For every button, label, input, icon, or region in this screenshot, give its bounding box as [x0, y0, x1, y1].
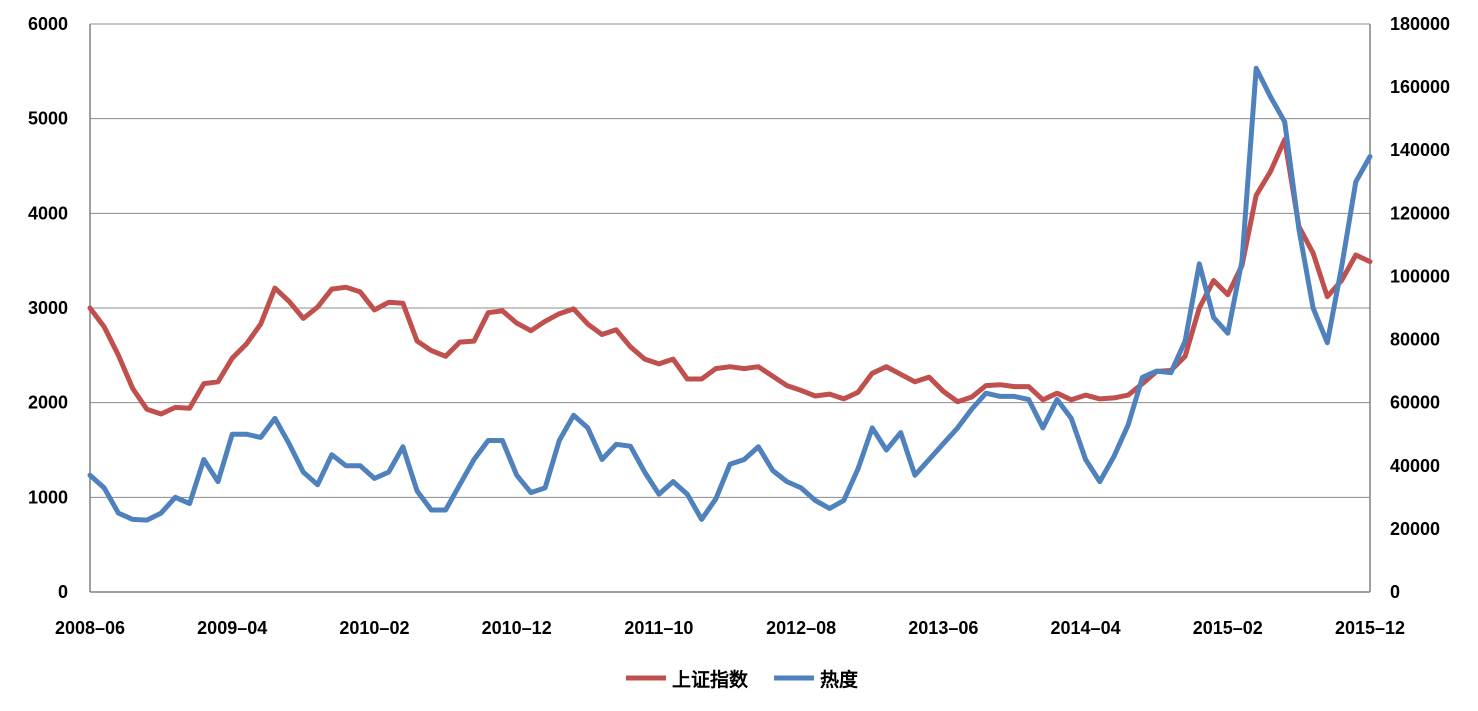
y-right-tick-label: 20000 — [1390, 519, 1440, 539]
y-left-tick-label: 2000 — [28, 393, 68, 413]
y-right-tick-label: 140000 — [1390, 140, 1450, 160]
y-right-tick-label: 180000 — [1390, 14, 1450, 34]
x-tick-label: 2014–04 — [1051, 618, 1121, 638]
y-left-tick-label: 1000 — [28, 487, 68, 507]
y-right-tick-label: 100000 — [1390, 266, 1450, 286]
y-left-tick-labels: 0 1000 2000 3000 4000 5000 6000 — [28, 14, 68, 602]
y-left-tick-label: 4000 — [28, 203, 68, 223]
x-tick-labels: 2008–06 2009–04 2010–02 2010–12 2011–10 2012–… — [55, 618, 1405, 638]
y-left-tick-label: 3000 — [28, 298, 68, 318]
series-lines — [87, 65, 1373, 523]
y-left-tick-label: 6000 — [28, 14, 68, 34]
y-right-tick-label: 80000 — [1390, 330, 1440, 350]
x-tick-label: 2010–02 — [339, 618, 409, 638]
x-tick-label: 2015–02 — [1193, 618, 1263, 638]
gridlines — [90, 23, 1370, 498]
y-right-tick-label: 40000 — [1390, 456, 1440, 476]
legend-label: 上证指数 — [672, 668, 749, 691]
y-right-tick-label: 0 — [1390, 582, 1400, 602]
y-right-tick-label: 160000 — [1390, 77, 1450, 97]
x-tick-label: 2008–06 — [55, 618, 125, 638]
x-tick-label: 2011–10 — [624, 618, 693, 638]
x-tick-label: 2015–12 — [1335, 618, 1405, 638]
legend: 上证指数 热度 — [626, 668, 859, 691]
x-tick-label: 2009–04 — [197, 618, 267, 638]
legend-label: 热度 — [820, 668, 859, 691]
y-left-tick-label: 0 — [58, 582, 68, 602]
series-line — [87, 65, 1373, 523]
y-right-tick-label: 120000 — [1390, 203, 1450, 223]
x-tick-label: 2013–06 — [908, 618, 978, 638]
series-line — [87, 137, 1373, 417]
y-right-tick-labels: 0 20000 40000 60000 80000 100000 120000 140000 1… — [1390, 14, 1450, 602]
x-tick-label: 2010–12 — [482, 618, 552, 638]
y-left-tick-label: 5000 — [28, 109, 68, 129]
x-tick-label: 2012–08 — [766, 618, 836, 638]
y-right-tick-label: 60000 — [1390, 393, 1440, 413]
